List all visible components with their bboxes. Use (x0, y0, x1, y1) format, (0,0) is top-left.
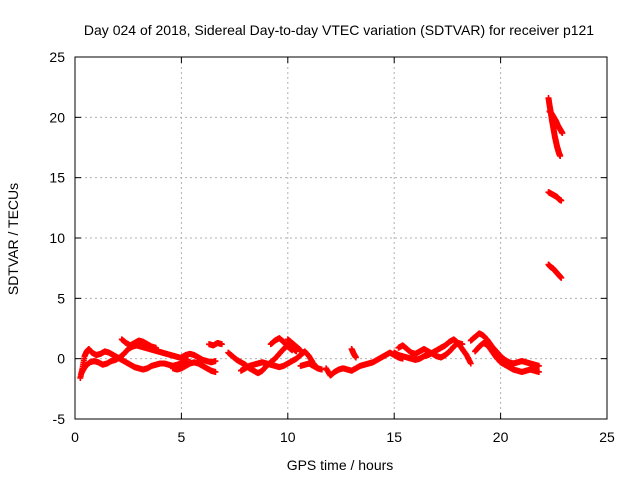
data-point (558, 274, 565, 281)
data-point (218, 341, 225, 348)
x-axis: 0 5 10 15 20 25 (71, 57, 615, 445)
data-point (289, 347, 296, 354)
x-tick-label: 0 (71, 429, 79, 445)
y-axis-label: SDTVAR / TECUs (5, 183, 21, 295)
data-series (77, 95, 566, 381)
chart-title: Day 024 of 2018, Sidereal Day-to-day VTE… (84, 22, 594, 38)
grid (75, 57, 607, 419)
y-tick-label: 15 (49, 170, 65, 186)
x-tick-label: 10 (280, 429, 296, 445)
data-point (467, 360, 474, 367)
x-tick-label: 15 (386, 429, 402, 445)
y-tick-label: -5 (53, 411, 66, 427)
y-tick-label: 20 (49, 109, 65, 125)
x-tick-label: 20 (493, 429, 509, 445)
y-tick-label: 25 (49, 49, 65, 65)
data-point (212, 358, 219, 365)
data-point (535, 362, 542, 369)
x-tick-label: 25 (599, 429, 615, 445)
data-point (152, 344, 159, 351)
x-tick-label: 5 (178, 429, 186, 445)
data-point (297, 347, 304, 354)
data-point (557, 152, 564, 159)
y-tick-label: 0 (57, 351, 65, 367)
x-axis-label: GPS time / hours (287, 457, 394, 473)
data-point (212, 368, 219, 375)
data-point (558, 197, 565, 204)
y-axis: -5 0 5 10 15 20 25 (49, 49, 607, 427)
data-point (559, 130, 566, 137)
data-point (352, 354, 359, 361)
y-tick-label: 10 (49, 230, 65, 246)
data-point (535, 368, 542, 375)
y-tick-label: 5 (57, 290, 65, 306)
